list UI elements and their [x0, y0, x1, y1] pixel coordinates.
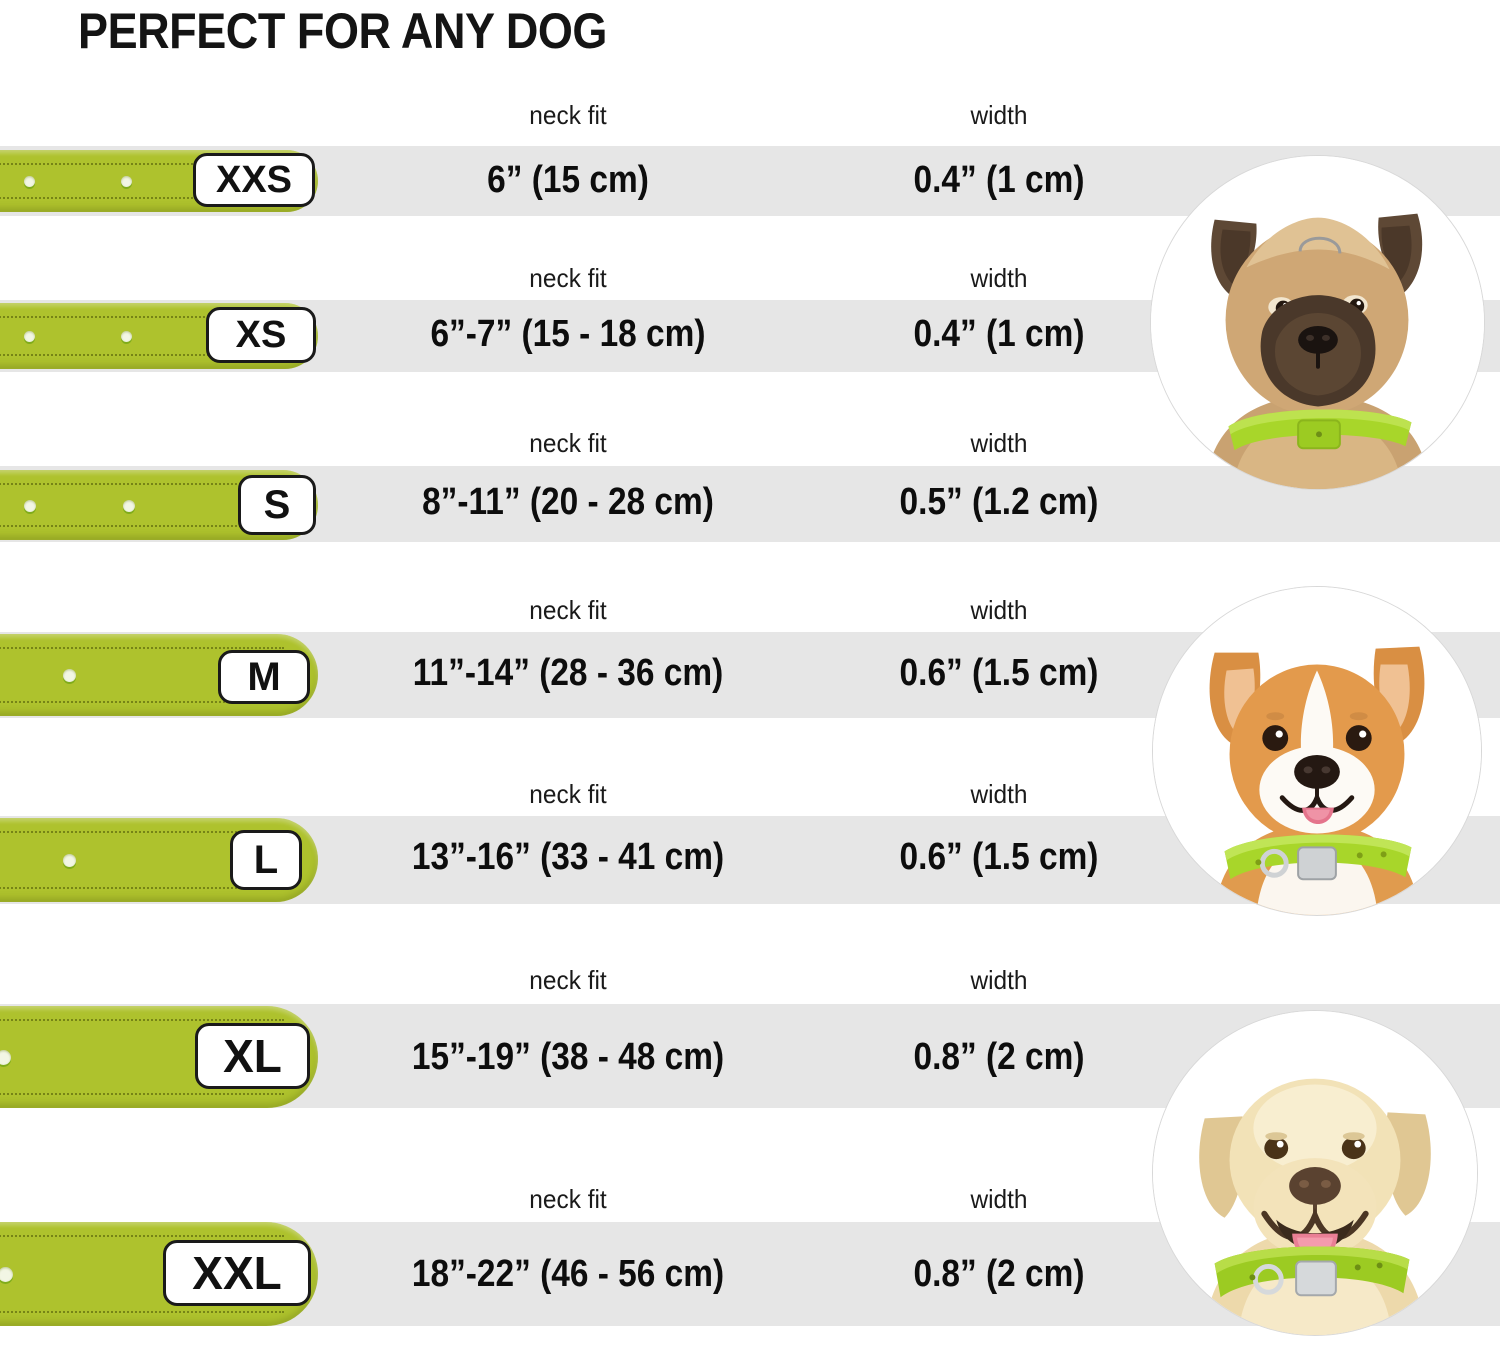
- collar-hole: [63, 669, 76, 682]
- column-header-neck-fit: neck fit: [529, 965, 607, 995]
- width-value: 0.6” (1.5 cm): [899, 836, 1099, 878]
- collar-hole: [121, 331, 132, 342]
- collar-hole: [0, 1267, 13, 1282]
- neck-fit-value: 11”-14” (28 - 36 cm): [412, 652, 724, 694]
- column-header-width: width: [970, 263, 1028, 293]
- column-header-width: width: [970, 428, 1028, 458]
- collar-hole: [24, 500, 36, 512]
- column-header-neck-fit: neck fit: [529, 779, 607, 809]
- neck-fit-value: 18”-22” (46 - 56 cm): [411, 1253, 725, 1295]
- size-badge-xxl: XXL: [163, 1240, 311, 1306]
- column-header-neck-fit: neck fit: [529, 428, 607, 458]
- column-header-neck-fit: neck fit: [529, 595, 607, 625]
- size-badge-label: XXL: [192, 1247, 282, 1299]
- column-header-width: width: [970, 1184, 1028, 1214]
- size-badge-s: S: [238, 475, 316, 535]
- width-value: 0.8” (2 cm): [913, 1253, 1085, 1295]
- width-value: 0.4” (1 cm): [913, 159, 1085, 201]
- size-badge-xxs: XXS: [193, 153, 315, 207]
- neck-fit-value: 8”-11” (20 - 28 cm): [422, 481, 714, 523]
- column-header-width: width: [970, 779, 1028, 809]
- width-value: 0.6” (1.5 cm): [899, 652, 1099, 694]
- column-header-neck-fit: neck fit: [529, 263, 607, 293]
- width-value: 0.8” (2 cm): [913, 1036, 1085, 1078]
- size-badge-label: XS: [235, 314, 287, 356]
- collar-hole: [63, 854, 76, 867]
- size-badge-label: M: [247, 655, 281, 699]
- size-badge-xs: XS: [206, 307, 316, 363]
- size-badge-label: S: [263, 483, 291, 527]
- collar-hole: [121, 176, 132, 187]
- size-badge-xl: XL: [195, 1023, 310, 1089]
- collar-hole: [0, 1050, 11, 1065]
- column-header-width: width: [970, 965, 1028, 995]
- neck-fit-value: 6” (15 cm): [487, 159, 649, 201]
- cairn-terrier-photo: [1150, 155, 1485, 490]
- neck-fit-value: 15”-19” (38 - 48 cm): [411, 1036, 725, 1078]
- corgi-photo: [1152, 586, 1482, 916]
- column-header-neck-fit: neck fit: [529, 1184, 607, 1214]
- width-value: 0.4” (1 cm): [913, 313, 1085, 355]
- column-header-width: width: [970, 595, 1028, 625]
- width-value: 0.5” (1.2 cm): [899, 481, 1099, 523]
- collar-hole: [123, 500, 135, 512]
- collar-hole: [24, 331, 35, 342]
- size-badge-label: L: [253, 838, 279, 882]
- column-header-neck-fit: neck fit: [529, 100, 607, 130]
- size-badge-label: XXS: [215, 159, 293, 201]
- neck-fit-value: 6”-7” (15 - 18 cm): [430, 313, 706, 355]
- page-title: PERFECT FOR ANY DOG: [78, 3, 607, 59]
- collar-hole: [24, 176, 35, 187]
- size-badge-label: XL: [223, 1030, 282, 1082]
- column-header-width: width: [970, 100, 1028, 130]
- neck-fit-value: 13”-16” (33 - 41 cm): [411, 836, 725, 878]
- size-badge-l: L: [230, 830, 302, 890]
- size-badge-m: M: [218, 650, 310, 704]
- labrador-photo: [1152, 1010, 1478, 1336]
